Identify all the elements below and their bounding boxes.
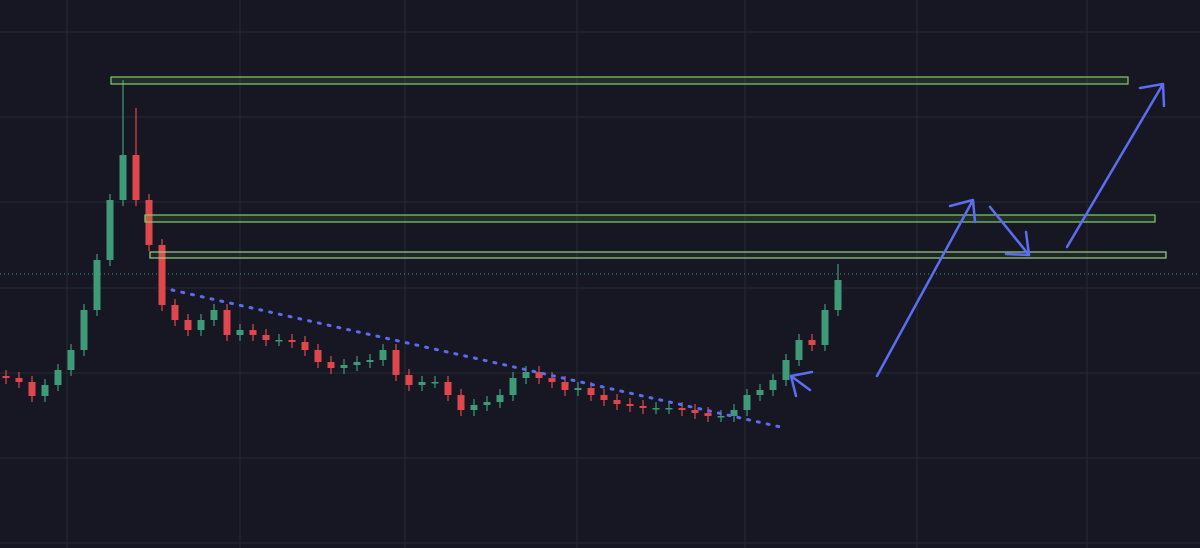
- candle-body: [626, 404, 634, 406]
- candle-body: [54, 370, 62, 385]
- candle-body: [834, 280, 842, 310]
- candles: [2, 80, 842, 422]
- candle-body: [548, 378, 556, 382]
- candle-body: [444, 382, 452, 395]
- candle-body: [249, 330, 257, 335]
- candle-body: [301, 342, 309, 350]
- candle-body: [106, 200, 114, 260]
- candle-body: [561, 382, 569, 390]
- candle-body: [119, 155, 127, 200]
- candle-body: [431, 382, 439, 384]
- candle-body: [587, 388, 595, 395]
- candle-body: [236, 330, 244, 335]
- zone: [144, 214, 1156, 223]
- arrows: [789, 82, 1166, 398]
- candle-body: [483, 402, 491, 405]
- candle-body: [730, 410, 738, 416]
- candle-body: [132, 155, 140, 200]
- candle-body: [405, 375, 413, 385]
- candle-body: [678, 408, 686, 410]
- candle-body: [418, 382, 426, 385]
- candle-body: [262, 335, 270, 340]
- candle-body: [613, 400, 621, 404]
- drawings: [110, 76, 1167, 430]
- arrow: [875, 198, 977, 378]
- candle-body: [691, 410, 699, 413]
- candle-body: [639, 406, 647, 408]
- candle-body: [665, 408, 673, 410]
- arrow: [988, 205, 1031, 257]
- candle-body: [600, 395, 608, 400]
- candle-body: [41, 385, 49, 396]
- candle-body: [808, 340, 816, 345]
- candle-body: [535, 372, 543, 378]
- candle-body: [275, 340, 283, 342]
- candle-body: [769, 380, 777, 390]
- arrow: [789, 370, 814, 398]
- candle-body: [184, 320, 192, 330]
- candle-body: [743, 395, 751, 410]
- candle-body: [288, 340, 296, 342]
- candle-body: [392, 350, 400, 375]
- candle-body: [782, 360, 790, 380]
- candle-body: [80, 310, 88, 350]
- candle-body: [93, 260, 101, 310]
- candle-body: [2, 376, 10, 378]
- candle-body: [158, 245, 166, 305]
- candle-body: [756, 390, 764, 395]
- candle-body: [379, 350, 387, 360]
- candle-body: [652, 408, 660, 410]
- candle-body: [509, 378, 517, 395]
- candle-body: [717, 416, 725, 418]
- candle-body: [15, 378, 23, 382]
- candle-body: [314, 350, 322, 362]
- candle-body: [795, 340, 803, 360]
- candle-body: [821, 310, 829, 345]
- candle-body: [366, 360, 374, 362]
- candle-body: [457, 395, 465, 410]
- candle-body: [210, 310, 218, 320]
- candle-body: [223, 310, 231, 335]
- candle-body: [574, 388, 582, 390]
- candle-body: [28, 382, 36, 396]
- candle-body: [353, 362, 361, 365]
- arrow: [1065, 82, 1166, 249]
- candle-body: [327, 362, 335, 368]
- candle-body: [704, 413, 712, 416]
- zone: [110, 76, 1129, 85]
- candle-body: [340, 365, 348, 368]
- candle-body: [470, 405, 478, 410]
- candle-body: [197, 320, 205, 330]
- zone: [149, 251, 1167, 259]
- candle-body: [522, 372, 530, 378]
- candle-body: [496, 395, 504, 402]
- candle-body: [171, 305, 179, 320]
- candle-body: [67, 350, 75, 370]
